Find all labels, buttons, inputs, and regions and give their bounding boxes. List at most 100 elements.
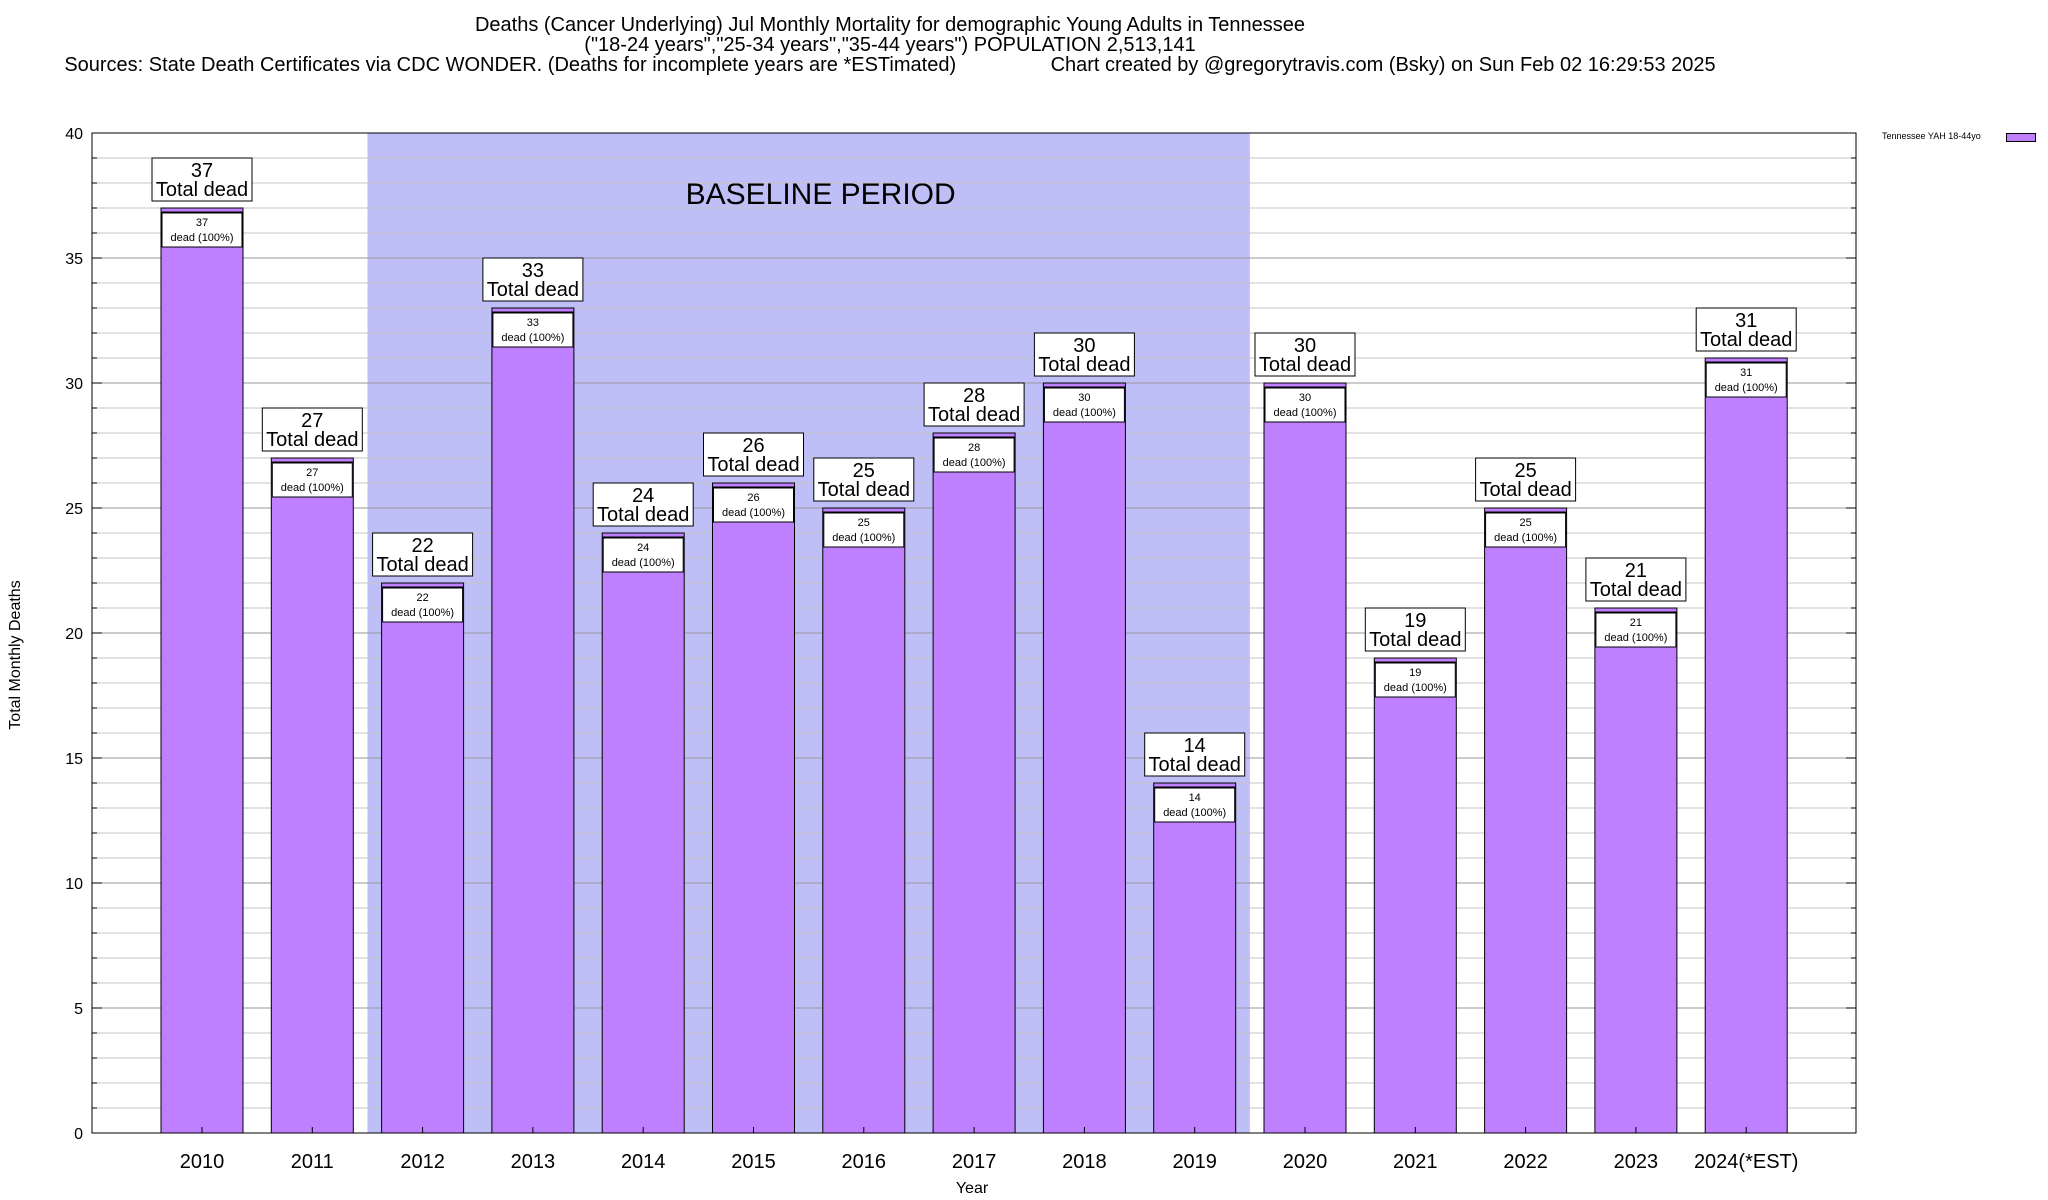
bar-inner-label: dead (100%) <box>722 507 785 519</box>
bar <box>601 532 685 1134</box>
chart-credit: Chart created by @gregorytravis.com (Bsk… <box>1050 54 1716 76</box>
x-tick-label: 2022 <box>1503 1151 1548 1173</box>
bar-inner-value: 25 <box>1519 517 1531 529</box>
bar-total-value: 14 <box>1184 735 1206 757</box>
bar <box>1484 507 1568 1134</box>
bar <box>822 507 906 1134</box>
bar-total-label-box <box>923 382 1025 427</box>
bar-inner-label-box <box>161 212 243 248</box>
y-tick-label: 0 <box>74 1126 83 1143</box>
bar-inner-label-box <box>602 537 684 573</box>
x-tick-label: 2018 <box>1062 1151 1107 1173</box>
bar-inner-label-box <box>1154 787 1236 823</box>
bar-inner-value: 31 <box>1740 367 1752 379</box>
x-tick-label: 2013 <box>511 1151 556 1173</box>
bar-total-label-box <box>1364 607 1466 652</box>
bar <box>1373 657 1457 1134</box>
bar-total-label: Total dead <box>1590 579 1682 601</box>
y-axis-label: Total Monthly Deaths <box>7 580 24 730</box>
bar-total-label-box <box>1585 557 1687 602</box>
bar-inner-label-box <box>271 462 353 498</box>
bar-total-label: Total dead <box>1259 354 1351 376</box>
bar-total-label: Total dead <box>1369 629 1461 651</box>
bar-inner-value: 14 <box>1189 792 1201 804</box>
chart-subtitle: ("18-24 years","25-34 years","35-44 year… <box>584 34 1196 56</box>
x-tick-label: 2011 <box>291 1151 334 1173</box>
bar-total-value: 31 <box>1735 310 1757 332</box>
bar <box>491 307 575 1134</box>
bar-total-label: Total dead <box>928 404 1020 426</box>
bar-inner-label: dead (100%) <box>1163 807 1226 819</box>
x-tick-label: 2016 <box>842 1151 887 1173</box>
bar-total-label-box <box>372 532 474 577</box>
x-tick-label: 2010 <box>180 1151 225 1173</box>
y-tick-label: 20 <box>65 626 83 643</box>
y-tick-label: 30 <box>65 376 83 393</box>
bar-total-value: 30 <box>1294 335 1316 357</box>
bar-total-value: 30 <box>1073 335 1095 357</box>
bar-total-label: Total dead <box>597 504 689 526</box>
bar-inner-label: dead (100%) <box>612 557 675 569</box>
bar-total-value: 37 <box>191 160 213 182</box>
x-axis-label: Year <box>955 1180 989 1197</box>
chart-sources-line: Sources: State Death Certificates via CD… <box>0 54 1780 77</box>
x-tick-label: 2015 <box>731 1151 776 1173</box>
bar <box>1594 607 1678 1134</box>
bar-total-value: 25 <box>853 460 875 482</box>
bar-inner-label: dead (100%) <box>832 532 895 544</box>
bar-total-label: Total dead <box>1038 354 1130 376</box>
y-tick-label: 10 <box>65 876 83 893</box>
chart-sources: Sources: State Death Certificates via CD… <box>64 54 957 76</box>
bar-inner-label-box <box>1705 362 1787 398</box>
x-tick-label: 2014 <box>621 1151 666 1173</box>
bar-inner-label: dead (100%) <box>281 482 344 494</box>
bar-inner-label-box <box>1595 612 1677 648</box>
bar-inner-label-box <box>823 512 905 548</box>
bar-inner-label-box <box>1374 662 1456 698</box>
bar-total-label: Total dead <box>266 429 358 451</box>
bar-inner-label: dead (100%) <box>501 332 564 344</box>
bar-inner-label: dead (100%) <box>1053 407 1116 419</box>
bar-total-label: Total dead <box>1479 479 1571 501</box>
bar-total-value: 26 <box>742 435 764 457</box>
bar <box>1704 357 1788 1134</box>
bar-total-value: 27 <box>301 410 323 432</box>
bar-total-label-box <box>261 407 363 452</box>
bar-inner-label: dead (100%) <box>1715 382 1778 394</box>
y-tick-label: 35 <box>65 251 83 268</box>
y-tick-label: 5 <box>74 1001 83 1018</box>
bar-total-label-box <box>813 457 915 502</box>
bar-total-value: 22 <box>411 535 433 557</box>
bar-total-label: Total dead <box>818 479 910 501</box>
x-tick-label: 2020 <box>1283 1151 1328 1173</box>
bar-total-label-box <box>1475 457 1577 502</box>
bar-total-label-box <box>592 482 694 527</box>
bar-inner-value: 25 <box>858 517 870 529</box>
x-tick-label: 2012 <box>400 1151 445 1173</box>
bar-inner-label: dead (100%) <box>1274 407 1337 419</box>
bar-inner-label-box <box>713 487 794 523</box>
x-tick-label: 2019 <box>1172 1151 1217 1173</box>
y-tick-label: 15 <box>65 751 83 768</box>
bar-inner-value: 33 <box>527 317 539 329</box>
bar-total-label: Total dead <box>376 554 468 576</box>
bar-total-value: 28 <box>963 385 985 407</box>
bar-inner-label-box <box>1043 387 1125 423</box>
bar-total-value: 25 <box>1514 460 1536 482</box>
bar <box>712 482 795 1134</box>
y-tick-label: 25 <box>65 501 83 518</box>
bar-inner-value: 19 <box>1409 667 1421 679</box>
chart-title: Deaths (Cancer Underlying) Jul Monthly M… <box>474 14 1306 36</box>
bar-inner-label: dead (100%) <box>943 457 1006 469</box>
x-tick-label: 2024(*EST) <box>1694 1151 1799 1173</box>
bar-total-label-box <box>1695 307 1797 352</box>
bar-total-value: 19 <box>1404 610 1426 632</box>
x-tick-label: 2021 <box>1393 1151 1438 1173</box>
bar <box>1042 382 1126 1134</box>
bar-inner-label: dead (100%) <box>1604 632 1667 644</box>
y-tick-label: 40 <box>65 126 83 143</box>
bar-total-label-box <box>1254 332 1356 377</box>
bar-inner-value: 30 <box>1078 392 1090 404</box>
legend-swatch <box>2006 133 2036 142</box>
